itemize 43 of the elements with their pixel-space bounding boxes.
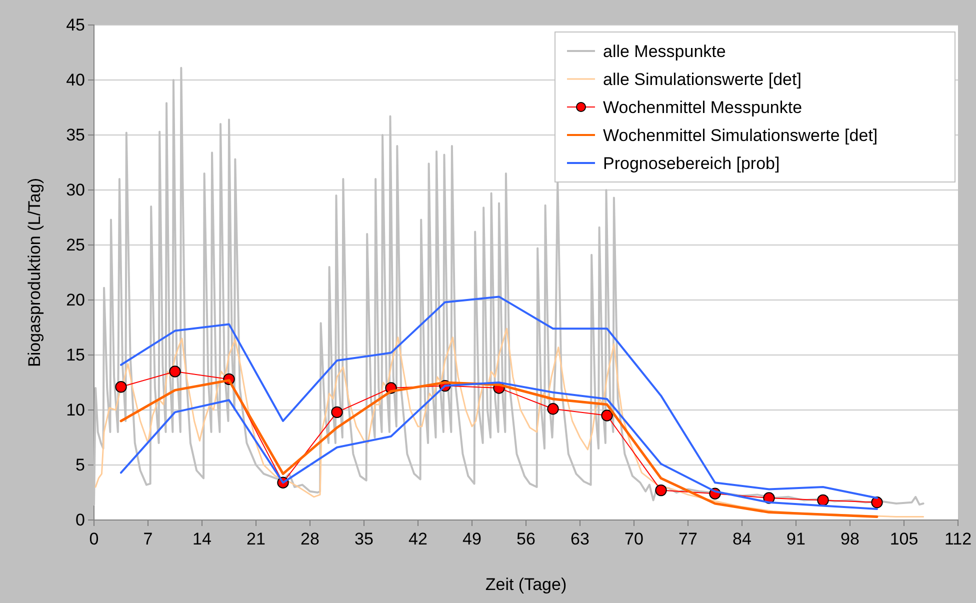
x-tick-label: 112 [944,529,972,548]
x-tick-label: 77 [678,529,698,548]
x-tick-label: 98 [840,529,860,548]
point [547,403,559,415]
y-tick-label: 5 [76,455,85,474]
x-tick-label: 63 [570,529,590,548]
legend-label: Wochenmittel Simulationswerte [det] [603,126,878,145]
y-tick-label: 40 [66,70,85,90]
x-tick-label: 84 [732,529,752,548]
y-tick-label: 45 [66,15,85,34]
x-tick-label: 14 [192,529,212,548]
x-tick-label: 7 [143,529,153,548]
point [331,406,343,418]
y-tick-label: 15 [66,345,85,364]
y-tick-label: 20 [66,290,85,310]
point [817,494,829,506]
legend-label: Wochenmittel Messpunkte [603,98,802,117]
point [655,484,667,496]
y-tick-label: 10 [66,400,85,420]
x-tick-label: 56 [516,529,536,548]
y-tick-label: 35 [66,125,85,144]
x-tick-label: 28 [300,529,320,548]
x-tick-label: 70 [624,529,644,548]
x-tick-label: 49 [462,529,482,548]
legend-label: Prognosebereich [prob] [603,154,780,173]
legend-label: alle Simulationswerte [det] [603,70,802,89]
legend-label: alle Messpunkte [603,42,726,61]
point [601,410,613,422]
y-tick-label: 25 [66,235,85,254]
x-axis-title: Zeit (Tage) [485,575,567,594]
point [115,381,127,393]
x-tick-label: 91 [786,529,806,548]
line-series [94,328,924,518]
y-tick-label: 30 [66,180,85,200]
y-tick-label: 0 [76,510,85,530]
x-tick-label: 105 [890,529,918,548]
x-tick-label: 0 [89,529,99,548]
y-axis-title: Biogasproduktion (L/Tag) [25,178,44,368]
x-tick-label: 21 [246,529,266,548]
x-tick-label: 35 [354,529,374,548]
x-tick-label: 42 [408,529,428,548]
point [169,366,181,378]
point [871,496,883,508]
